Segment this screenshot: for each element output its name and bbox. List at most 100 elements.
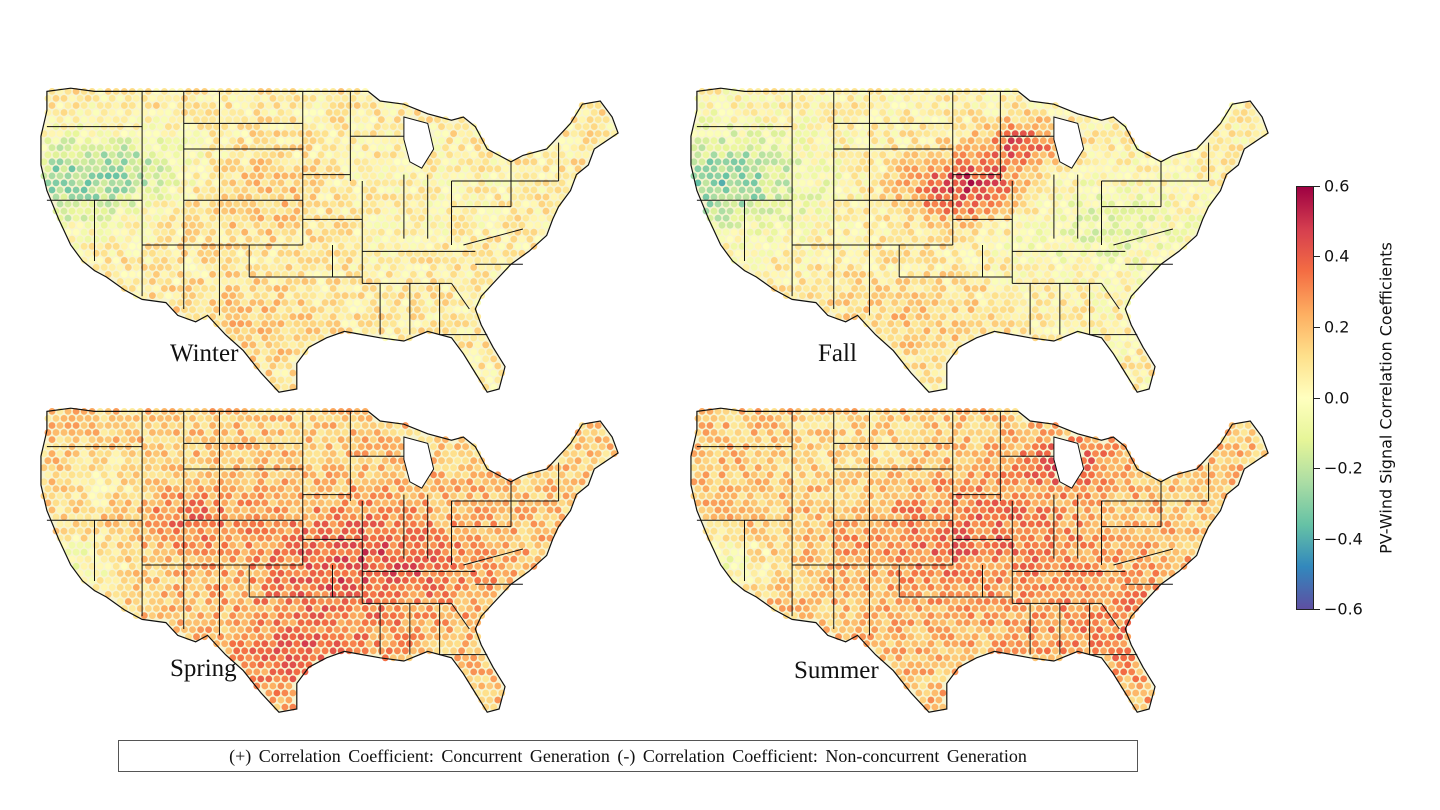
grid-point [209, 186, 217, 194]
grid-point [883, 172, 891, 180]
grid-point [1076, 257, 1083, 264]
grid-point [385, 186, 393, 194]
grid-point [738, 186, 746, 194]
grid-point [221, 95, 229, 102]
grid-point [84, 485, 92, 493]
grid-point [253, 264, 261, 271]
grid-point [185, 464, 192, 472]
grid-point [827, 116, 834, 123]
grid-point [1140, 257, 1148, 264]
grid-point [907, 242, 915, 250]
grid-point [778, 172, 786, 180]
grid-point [365, 499, 373, 507]
grid-point [52, 193, 60, 201]
grid-point [277, 193, 285, 201]
grid-point [402, 478, 409, 486]
grid-point [257, 200, 265, 208]
grid-point [426, 172, 433, 180]
grid-point [726, 193, 734, 201]
grid-point [249, 172, 257, 180]
grid-point [931, 341, 939, 349]
grid-point [213, 429, 221, 436]
grid-point [402, 506, 409, 514]
grid-point [1116, 271, 1123, 278]
grid-point [84, 471, 92, 479]
grid-point [807, 179, 814, 187]
grid-point [357, 137, 365, 145]
grid-point [229, 443, 237, 450]
grid-point [406, 429, 413, 436]
grid-point [205, 485, 213, 493]
grid-point [919, 165, 927, 173]
grid-point [249, 228, 257, 236]
grid-point [562, 144, 570, 152]
grid-point [1048, 221, 1055, 229]
grid-point [217, 464, 225, 472]
grid-point [104, 130, 112, 138]
grid-point [285, 443, 293, 450]
grid-point [233, 158, 241, 166]
grid-point [285, 95, 293, 102]
grid-point [1124, 341, 1132, 349]
grid-point [361, 313, 369, 321]
grid-point [217, 422, 225, 429]
grid-point [919, 334, 927, 342]
grid-point [1248, 109, 1256, 116]
grid-point [385, 242, 393, 250]
grid-point [722, 186, 730, 194]
grid-point [104, 242, 112, 250]
grid-point [205, 278, 213, 285]
grid-point [770, 228, 778, 236]
grid-point [201, 172, 209, 180]
grid-point [353, 116, 361, 123]
grid-point [349, 306, 357, 313]
grid-point [277, 457, 285, 465]
grid-point [277, 221, 285, 229]
grid-point [201, 450, 209, 457]
grid-point [971, 242, 979, 250]
grid-point [931, 172, 939, 180]
grid-point [285, 429, 293, 436]
grid-point [301, 109, 309, 116]
grid-point [1180, 186, 1188, 194]
grid-point [766, 151, 774, 159]
grid-point [482, 383, 490, 391]
grid-point [955, 242, 963, 250]
grid-point [859, 172, 866, 180]
grid-point [1068, 172, 1075, 180]
grid-point [273, 327, 281, 335]
grid-point [48, 144, 56, 152]
grid-point [710, 151, 718, 159]
grid-point [546, 492, 554, 500]
grid-point [434, 186, 441, 194]
grid-point [999, 193, 1007, 201]
grid-point [855, 179, 862, 187]
grid-point [546, 464, 554, 472]
grid-point [939, 313, 947, 321]
grid-point [76, 165, 84, 173]
grid-point [217, 102, 225, 109]
grid-point [149, 471, 156, 479]
grid-point [750, 264, 758, 271]
grid-point [522, 228, 530, 236]
grid-point [887, 320, 895, 328]
grid-point [373, 429, 381, 436]
grid-point [289, 341, 297, 349]
grid-point [185, 144, 192, 152]
grid-point [927, 193, 935, 201]
grid-point [698, 130, 706, 138]
grid-point [1096, 264, 1103, 271]
grid-point [794, 172, 802, 180]
grid-point [975, 264, 983, 271]
grid-point [132, 471, 140, 479]
grid-point [450, 313, 457, 321]
grid-point [1148, 172, 1156, 180]
grid-point [181, 207, 188, 215]
grid-point [293, 485, 301, 493]
grid-point [217, 158, 225, 166]
grid-point [1076, 313, 1083, 321]
grid-point [1140, 158, 1148, 166]
grid-point [730, 228, 738, 236]
grid-point [389, 193, 397, 201]
grid-point [273, 492, 281, 500]
